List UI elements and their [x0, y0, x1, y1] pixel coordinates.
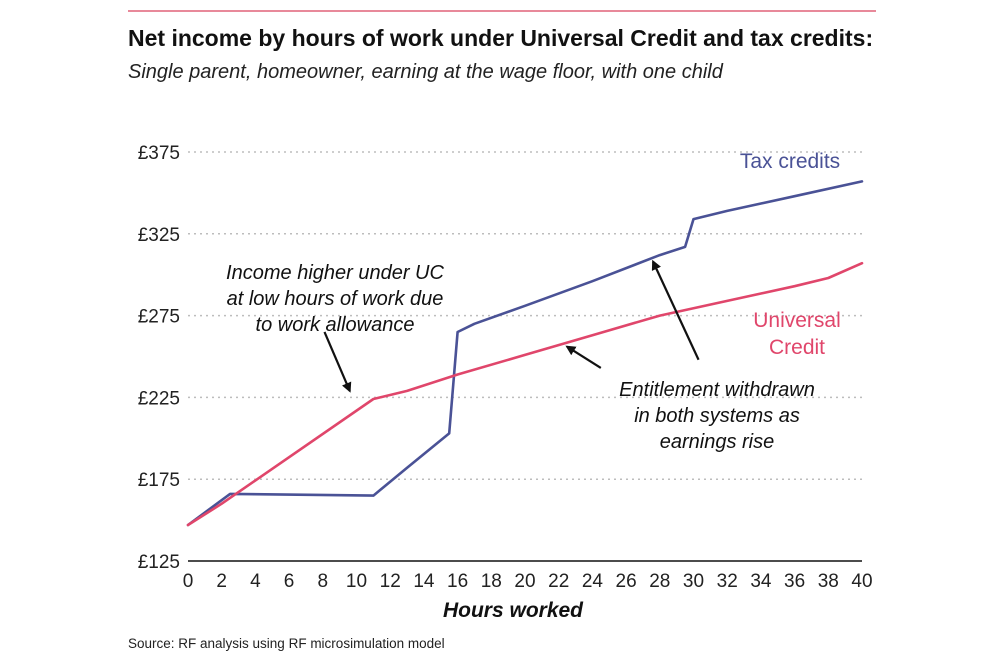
x-tick-label: 34: [750, 571, 772, 592]
annotation-text: Income higher under UC: [226, 262, 444, 284]
series-line: [186, 180, 864, 527]
source-note: Source: RF analysis using RF microsimula…: [128, 636, 445, 651]
y-tick-label: £125: [138, 552, 180, 573]
annotation-text: at low hours of work due: [227, 288, 444, 310]
chart-title-main: Net income by hours of work under Univer…: [128, 25, 874, 51]
top-rule: [128, 10, 876, 12]
y-tick-label: £275: [138, 307, 180, 328]
x-tick-label: 0: [183, 571, 194, 592]
x-tick-label: 14: [413, 571, 435, 592]
x-tick-label: 12: [380, 571, 401, 592]
annotation-arrow: [651, 259, 700, 361]
x-tick-label: 30: [683, 571, 704, 592]
annotation-arrow: [565, 345, 602, 369]
x-axis-title: Hours worked: [443, 599, 584, 622]
x-tick-label: 22: [548, 571, 569, 592]
series-line: [186, 261, 864, 527]
series-lines: [186, 180, 864, 527]
chart-title: Net income by hours of work under Univer…: [128, 22, 888, 88]
annotation-text: in both systems as: [634, 405, 800, 427]
y-tick-label: £175: [138, 470, 180, 491]
gridlines: [188, 151, 862, 480]
x-tick-label: 10: [346, 571, 367, 592]
x-tick-label: 16: [447, 571, 468, 592]
y-tick-label: £325: [138, 225, 180, 246]
x-tick-label: 32: [717, 571, 738, 592]
x-tick-label: 2: [216, 571, 227, 592]
series-label: Credit: [769, 336, 825, 359]
series-label: Tax credits: [740, 150, 840, 173]
x-tick-label: 24: [582, 571, 604, 592]
x-tick-label: 38: [818, 571, 839, 592]
y-tick-label: £375: [138, 143, 180, 164]
annotation-text: earnings rise: [660, 431, 775, 453]
annotation-text: to work allowance: [256, 314, 415, 336]
x-tick-label: 26: [616, 571, 637, 592]
x-tick-label: 6: [284, 571, 295, 592]
x-tick-label: 20: [514, 571, 535, 592]
series-label: Universal: [753, 309, 841, 332]
x-tick-label: 28: [649, 571, 670, 592]
annotations: Income higher under UC at low hours of wo…: [226, 259, 815, 453]
x-tick-label: 4: [250, 571, 261, 592]
annotation-text: Entitlement withdrawn: [619, 379, 815, 401]
x-tick-label: 36: [784, 571, 805, 592]
x-tick-label: 8: [318, 571, 329, 592]
series-labels: Tax credits Universal Credit: [740, 150, 841, 359]
y-tick-label: £225: [138, 388, 180, 409]
chart-subtitle: Single parent, homeowner, earning at the…: [128, 61, 723, 83]
annotation-arrow: [323, 331, 352, 393]
x-tick-label: 40: [851, 571, 872, 592]
x-tick-label: 18: [481, 571, 502, 592]
